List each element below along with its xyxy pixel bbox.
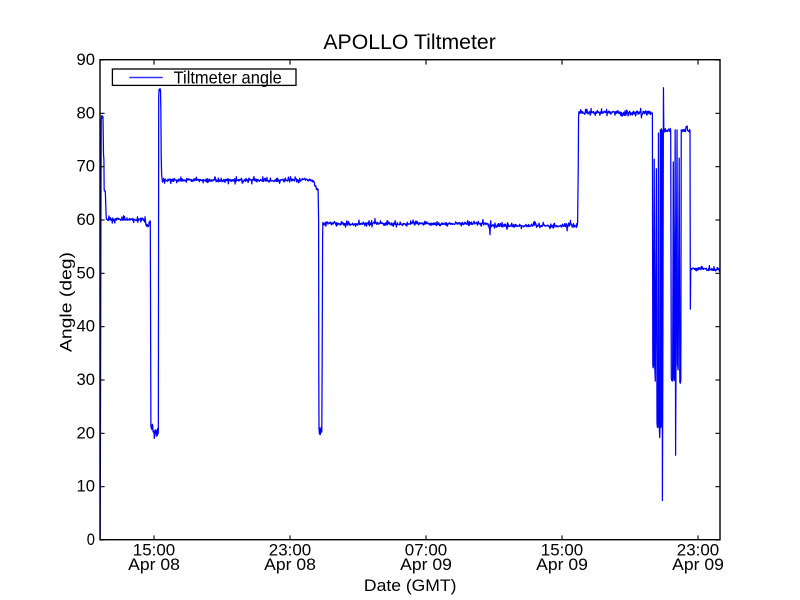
svg-text:30: 30 (77, 371, 96, 389)
svg-text:90: 90 (77, 51, 96, 69)
svg-text:Apr 08: Apr 08 (264, 556, 316, 574)
svg-text:Angle (deg): Angle (deg) (58, 252, 76, 352)
svg-text:Date (GMT): Date (GMT) (364, 577, 457, 595)
svg-text:APOLLO Tiltmeter: APOLLO Tiltmeter (323, 31, 495, 54)
svg-text:60: 60 (77, 211, 96, 229)
svg-text:50: 50 (77, 264, 96, 282)
svg-text:07:00: 07:00 (405, 542, 447, 560)
svg-text:70: 70 (77, 158, 96, 176)
svg-text:Apr 09: Apr 09 (672, 556, 724, 574)
svg-text:10: 10 (77, 478, 96, 496)
svg-text:0: 0 (87, 531, 95, 549)
svg-text:80: 80 (77, 104, 96, 122)
svg-text:40: 40 (77, 318, 96, 336)
svg-text:Apr 09: Apr 09 (400, 556, 452, 574)
svg-text:15:00: 15:00 (133, 542, 175, 560)
svg-text:23:00: 23:00 (677, 542, 719, 560)
svg-text:Apr 09: Apr 09 (536, 556, 588, 574)
svg-text:23:00: 23:00 (269, 542, 311, 560)
svg-text:Apr 08: Apr 08 (128, 556, 180, 574)
svg-text:15:00: 15:00 (541, 542, 583, 560)
svg-text:Tiltmeter angle: Tiltmeter angle (174, 67, 282, 87)
svg-text:20: 20 (77, 424, 96, 442)
